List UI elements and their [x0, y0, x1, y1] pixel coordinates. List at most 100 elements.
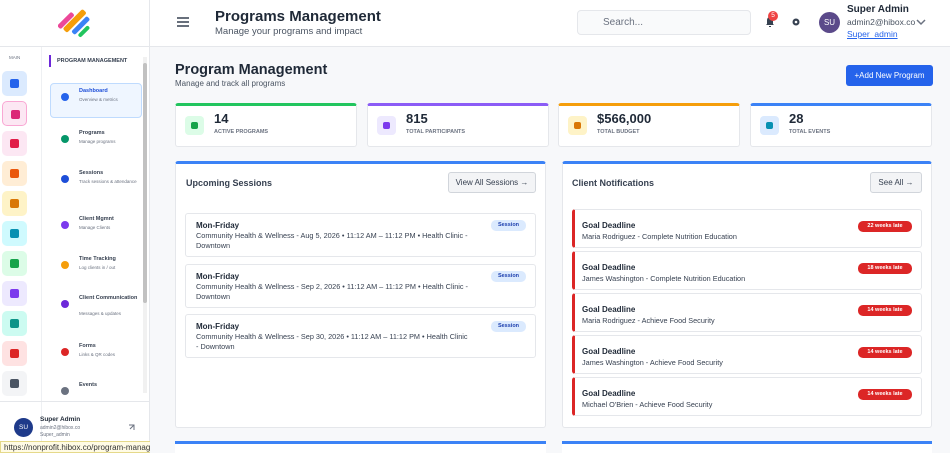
- rail-icon[interactable]: [2, 191, 27, 216]
- notification-item[interactable]: [572, 335, 922, 374]
- session-detail: Community Health & Wellness - Sep 2, 202…: [196, 281, 468, 301]
- session-badge: Session: [491, 270, 526, 282]
- rail-icon[interactable]: [2, 131, 27, 156]
- menu-icon: [61, 135, 69, 143]
- notification-title: Goal Deadline: [582, 305, 636, 314]
- panel-partial: [175, 441, 546, 453]
- menu-icon: [61, 93, 69, 101]
- header-subtitle: Manage your programs and impact: [215, 26, 363, 37]
- menu-title[interactable]: Dashboard: [79, 88, 108, 94]
- rail-icon[interactable]: [2, 101, 27, 126]
- notification-title: Goal Deadline: [582, 263, 636, 272]
- menu-icon: [61, 261, 69, 269]
- notification-title: Goal Deadline: [582, 389, 636, 398]
- rail-icon[interactable]: [2, 371, 27, 396]
- notification-badge: 22 weeks late: [858, 221, 912, 232]
- stat-icon: [568, 116, 587, 135]
- notification-badge: 14 weeks late: [858, 347, 912, 358]
- stat-icon: [185, 116, 204, 135]
- status-url: https://nonprofit.hibox.co/program-manag…: [0, 441, 173, 453]
- rail-icon[interactable]: [2, 71, 27, 96]
- scrollbar[interactable]: [143, 57, 147, 393]
- stat-value: 28: [789, 111, 804, 126]
- menu-toggle[interactable]: [176, 16, 190, 28]
- notification-badge: 14 weeks late: [858, 305, 912, 316]
- stat-icon: [377, 116, 396, 135]
- rail-icon[interactable]: [2, 161, 27, 186]
- stat-card: [558, 103, 740, 147]
- session-detail: Community Health & Wellness - Aug 5, 202…: [196, 231, 468, 250]
- user-name: Super Admin: [847, 4, 909, 15]
- settings-icon[interactable]: [791, 17, 801, 27]
- menu-description: Log clients in / out: [79, 265, 116, 270]
- session-day: Mon-Friday: [196, 221, 240, 230]
- rail-icon[interactable]: [2, 281, 27, 306]
- stat-label: TOTAL PARTICIPANTS: [406, 129, 466, 135]
- stat-label: TOTAL BUDGET: [597, 129, 640, 135]
- menu-title[interactable]: Client Mgmnt: [79, 216, 114, 222]
- menu-title[interactable]: Client Communication: [79, 295, 138, 301]
- divider: [0, 46, 950, 47]
- menu-title[interactable]: Time Tracking: [79, 256, 116, 262]
- view-all-button[interactable]: View All Sessions →: [448, 172, 536, 193]
- session-badge: Session: [491, 220, 526, 231]
- notification-detail: Maria Rodriguez - Complete Nutrition Edu…: [582, 232, 737, 241]
- stat-card: [175, 103, 357, 147]
- panel-partial: [562, 441, 932, 453]
- search[interactable]: Search...: [577, 10, 751, 35]
- menu-title[interactable]: Events: [79, 382, 98, 388]
- notification-badge: 14 weeks late: [858, 389, 912, 400]
- notification-detail: Michael O'Brien - Achieve Food Security: [582, 400, 713, 409]
- stat-card: [367, 103, 549, 147]
- stat-label: ACTIVE PROGRAMS: [214, 129, 269, 135]
- stat-label: TOTAL EVENTS: [789, 129, 831, 135]
- rail-icon[interactable]: [2, 221, 27, 246]
- session-item[interactable]: [185, 263, 536, 308]
- session-detail: Community Health & Wellness - Sep 30, 20…: [196, 332, 468, 351]
- chevron[interactable]: [916, 18, 926, 26]
- sidebar-user-role: Super_admin: [40, 432, 70, 438]
- menu-description: Track sessions & attendance: [79, 179, 137, 184]
- icon-rail: [0, 47, 42, 441]
- sidebar-user-name: Super Admin: [40, 416, 81, 423]
- notification-title: Goal Deadline: [582, 221, 636, 230]
- user-email: admin2@hibox.co: [847, 17, 916, 27]
- menu-title[interactable]: Programs: [79, 130, 105, 136]
- sidebar-avatar[interactable]: SU: [14, 418, 33, 437]
- session-badge: Session: [491, 321, 526, 332]
- menu-description: Manage programs: [79, 139, 116, 144]
- notification-badge: 5: [768, 11, 778, 21]
- menu-title[interactable]: Forms: [79, 343, 96, 349]
- rail-icon[interactable]: [2, 341, 27, 366]
- logout-icon[interactable]: [128, 424, 135, 431]
- page-title: Program Management: [175, 62, 328, 78]
- menu-description: Links & QR codes: [79, 352, 116, 357]
- add-program-button[interactable]: +Add New Program: [846, 65, 933, 86]
- rail-icon[interactable]: [2, 251, 27, 276]
- user-role[interactable]: Super_admin: [847, 29, 898, 39]
- menu-icon: [61, 221, 69, 229]
- notification-detail: James Washington - Complete Nutrition Ed…: [582, 274, 746, 283]
- panel-title: Upcoming Sessions: [186, 178, 273, 188]
- menu-icon: [61, 300, 69, 308]
- notification-detail: James Washington - Achieve Food Security: [582, 358, 723, 367]
- notification-badge: 18 weeks late: [858, 263, 912, 274]
- header-title: Programs Management: [215, 8, 381, 25]
- menu-description: Manage Clients: [79, 225, 111, 230]
- menu-icon: [61, 387, 69, 395]
- stat-card: [750, 103, 932, 147]
- session-item[interactable]: [185, 213, 536, 257]
- menu-description: Overview & metrics: [79, 97, 118, 102]
- divider: [149, 0, 150, 441]
- sidebar-user-email: admin2@hibox.co: [40, 425, 81, 431]
- session-item[interactable]: [185, 314, 536, 358]
- panel-title: Client Notifications: [572, 178, 655, 188]
- panel-marker: [49, 55, 51, 67]
- rail-icon[interactable]: [2, 311, 27, 336]
- avatar[interactable]: SU: [819, 12, 840, 33]
- notification-title: Goal Deadline: [582, 347, 636, 356]
- menu-title[interactable]: Sessions: [79, 170, 104, 176]
- see-all-button[interactable]: See All →: [870, 172, 922, 193]
- stat-value: 815: [406, 111, 428, 126]
